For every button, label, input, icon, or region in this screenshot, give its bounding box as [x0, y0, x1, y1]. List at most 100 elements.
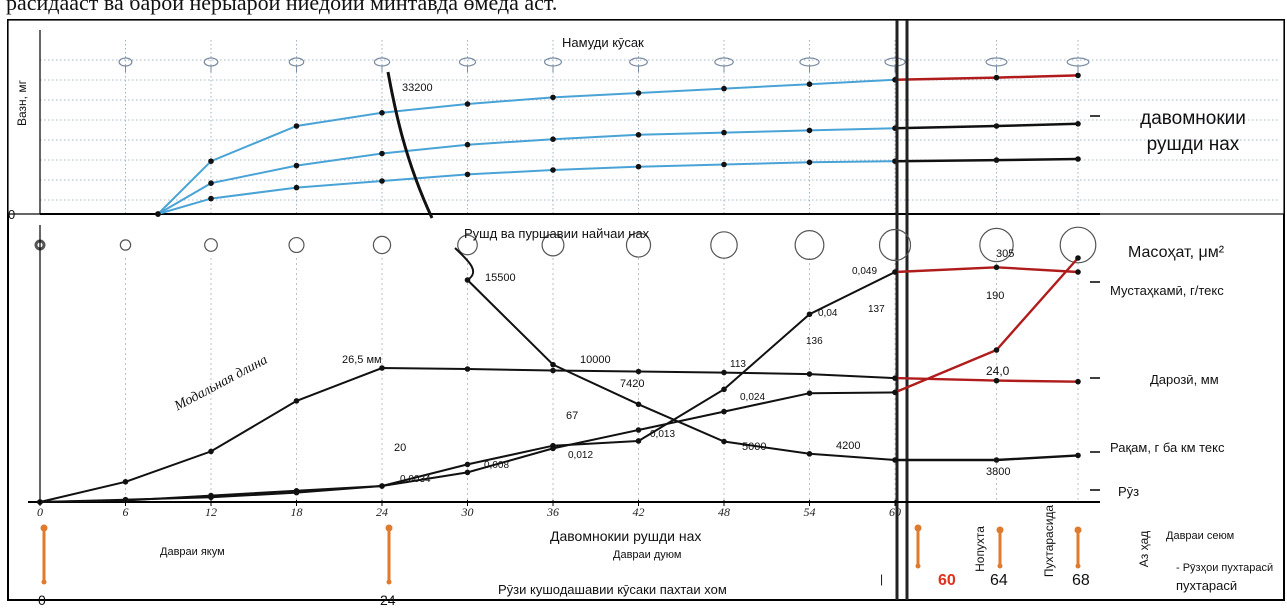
label-67: 67	[566, 410, 579, 422]
label-3800: 3800	[986, 466, 1011, 478]
bottom-ripe-days-2: пухтарасӣ	[1176, 578, 1238, 593]
mid-point	[635, 401, 642, 408]
mid-point	[208, 492, 214, 499]
fiber-cross-section	[878, 228, 912, 262]
bottom-day64: 64	[990, 572, 1008, 589]
mid-point	[993, 457, 1000, 463]
mid-series-right	[894, 266, 1079, 274]
top-point	[635, 90, 642, 96]
mid-point	[464, 469, 471, 476]
bottom-unripe: Нопухта	[973, 526, 987, 572]
mid-point	[122, 478, 129, 485]
boll-icon	[985, 57, 1008, 72]
x-tick-label: 48	[718, 505, 730, 519]
top-point	[155, 211, 161, 217]
label-4200: 4200	[836, 440, 861, 452]
bottom-overripe: Аз ҳад	[1137, 530, 1151, 568]
mid-panel-title: Рушд ва пуршавии найчаи нах	[464, 226, 650, 241]
label-0-013: 0,013	[650, 429, 676, 440]
mid-point	[993, 264, 1000, 271]
number-curve-start	[454, 247, 474, 281]
top-point	[293, 123, 300, 129]
label-136: 136	[806, 336, 823, 347]
right-ruz: Рӯз	[1118, 484, 1140, 499]
boll-icon	[629, 57, 648, 72]
top-series-line	[157, 160, 896, 215]
fiber-cross-section	[119, 239, 132, 251]
boll-icon	[714, 57, 734, 72]
boll-icon	[1066, 57, 1090, 72]
bottom-day68: 68	[1072, 572, 1090, 589]
top-point	[379, 150, 385, 157]
label-137: 137	[868, 304, 885, 315]
x-tick-label: 42	[633, 505, 645, 519]
label-0-008: 0,008	[484, 460, 510, 471]
x-tick-label: 60	[889, 505, 901, 519]
mid-point	[635, 427, 642, 433]
mid-point	[806, 390, 813, 397]
bottom-period1: Давраи якум	[160, 546, 225, 558]
boll-icons	[118, 57, 1090, 72]
top-panel-frame	[7, 19, 1285, 215]
top-point	[635, 132, 642, 138]
mid-point	[721, 386, 727, 393]
pins	[40, 524, 1082, 585]
x-tick-label: 12	[205, 505, 217, 519]
top-point	[208, 158, 214, 164]
right-number: Рақам, г ба км текс	[1110, 440, 1225, 455]
mid-point	[993, 377, 1000, 384]
label-305: 305	[996, 248, 1015, 260]
fiber-cross-section	[204, 238, 218, 252]
x-tick-label: 0	[37, 505, 43, 519]
day-pin	[40, 524, 48, 585]
top-point	[721, 161, 727, 168]
boll-icon	[458, 57, 477, 72]
top-zero: 0	[8, 207, 16, 222]
fiber-cross-section	[979, 227, 1014, 263]
mid-point	[550, 367, 556, 374]
fiber-circles	[34, 226, 1097, 264]
day-pin	[385, 524, 393, 585]
bottom-ripe: Пухтарасида	[1042, 504, 1056, 578]
boll-icon	[543, 57, 562, 72]
fiber-cross-section	[288, 236, 305, 254]
bottom-day0: 0	[38, 592, 46, 608]
top-point	[806, 159, 813, 166]
label-26-5mm: 26,5 мм	[342, 354, 382, 366]
mid-series-right	[895, 454, 1079, 462]
top-point	[208, 180, 214, 186]
mid-point	[806, 371, 813, 377]
mid-point	[550, 445, 556, 452]
right-strength: Мустаҳкамӣ, г/текс	[1110, 283, 1224, 298]
top-panel-title: Намуди кӯсак	[562, 35, 644, 50]
mid-curves	[37, 247, 1081, 505]
bottom-growth-duration: Давомнокии рушди нах	[550, 528, 702, 544]
mid-point	[1075, 378, 1081, 385]
top-point	[464, 171, 471, 178]
bottom-day60: 60	[938, 572, 956, 589]
top-point	[1075, 156, 1081, 162]
top-text: расидааст ва барои нерыарои ниедоии минт…	[6, 0, 558, 15]
mid-point	[379, 483, 385, 489]
top-ylabel: Вазн, мг	[15, 80, 29, 126]
day-pin	[1074, 526, 1082, 569]
top-series-line	[157, 78, 896, 215]
mid-point	[464, 461, 471, 468]
right-length: Дарозӣ, мм	[1150, 372, 1219, 387]
mid-point	[721, 408, 727, 415]
top-point	[993, 157, 1000, 163]
right-dashes	[1090, 115, 1100, 491]
top-grid	[40, 59, 1280, 201]
x-tick-label: 36	[546, 505, 559, 519]
x-tick-label: 24	[376, 505, 388, 519]
mid-point	[208, 448, 214, 455]
fiber-cross-section	[457, 234, 478, 256]
top-point	[635, 163, 642, 170]
label-0-049: 0,049	[852, 266, 878, 277]
mid-point	[550, 361, 556, 368]
day-pin	[914, 524, 922, 569]
fiber-cross-section	[794, 230, 825, 260]
mid-point	[1075, 452, 1081, 459]
bottom-boll-days: Рӯзи кушодашавии кӯсаки пахтаи хом	[498, 582, 727, 597]
